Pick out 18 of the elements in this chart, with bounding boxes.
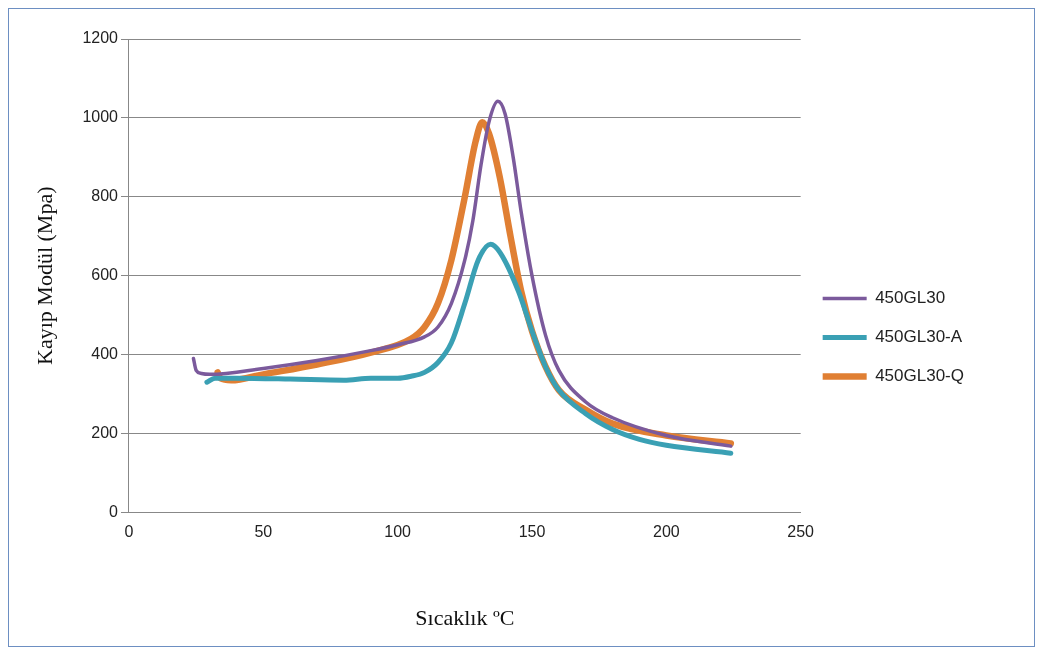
y-tick-label: 600 bbox=[91, 266, 119, 284]
y-tick-label: 0 bbox=[109, 502, 119, 520]
legend-label: 450GL30-A bbox=[875, 327, 963, 347]
x-tick-label: 50 bbox=[254, 523, 273, 541]
x-tick-label: 200 bbox=[652, 523, 680, 541]
y-tick-label: 800 bbox=[91, 187, 119, 205]
y-tick-label: 200 bbox=[91, 423, 119, 441]
y-axis-title: Kayıp Modül (Mpa) bbox=[31, 186, 57, 365]
x-tick-label: 250 bbox=[787, 523, 815, 541]
y-tick-label: 400 bbox=[91, 345, 119, 363]
y-tick-label: 1200 bbox=[82, 29, 119, 47]
legend-label: 450GL30 bbox=[875, 288, 946, 308]
x-tick-label: 100 bbox=[384, 523, 412, 541]
y-tick-label: 1000 bbox=[82, 108, 119, 126]
x-tick-label: 0 bbox=[124, 523, 134, 541]
x-axis-title: Sıcaklık ºC bbox=[415, 604, 515, 630]
legend-label: 450GL30-Q bbox=[875, 366, 965, 386]
x-tick-label: 150 bbox=[518, 523, 546, 541]
